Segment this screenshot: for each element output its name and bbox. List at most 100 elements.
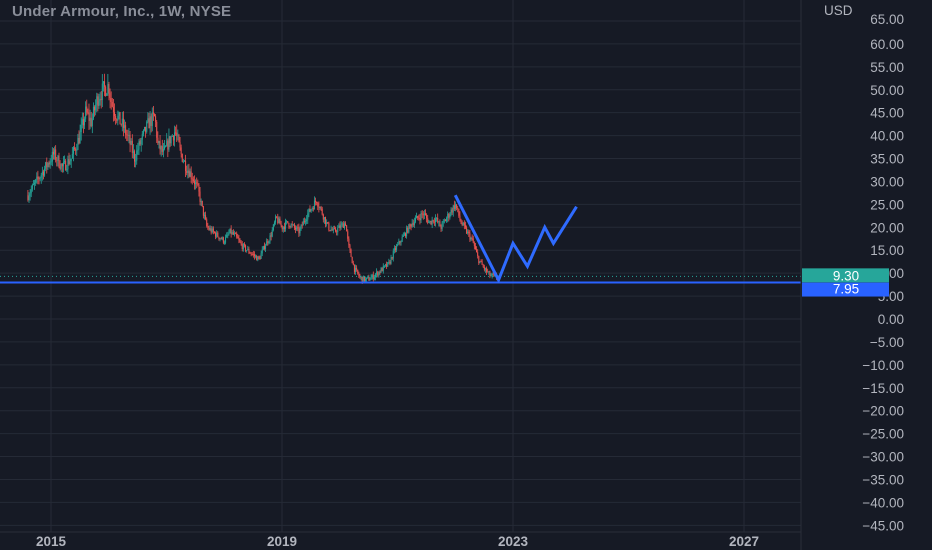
candle-body: [300, 224, 302, 229]
candle-body: [287, 221, 289, 223]
candle-body: [297, 227, 299, 229]
candle-body: [277, 217, 279, 223]
candlestick-series: [27, 73, 501, 284]
candle-body: [476, 249, 478, 253]
candle-body: [105, 86, 107, 96]
candle-body: [97, 96, 99, 106]
candle-body: [343, 223, 345, 229]
candle-body: [421, 213, 423, 215]
candle-body: [299, 228, 301, 234]
candle-body: [64, 160, 66, 163]
candle-body: [362, 276, 364, 282]
candle-body: [145, 126, 147, 132]
candle-body: [164, 146, 166, 149]
candle-body: [217, 232, 219, 237]
candle-body: [189, 171, 191, 177]
candle-body: [348, 238, 350, 246]
candle-body: [220, 238, 222, 240]
candle-body: [182, 161, 184, 163]
candle-body: [203, 215, 205, 216]
candle-body: [60, 164, 62, 169]
candle-body: [328, 223, 330, 231]
candle-body: [359, 276, 361, 278]
candle-body: [419, 218, 421, 221]
candle-body: [30, 189, 32, 194]
candle-body: [247, 248, 249, 251]
candle-body: [111, 101, 113, 107]
candle-body: [199, 191, 201, 202]
candle-body: [169, 136, 171, 144]
candle-body: [414, 218, 416, 222]
candle-body: [193, 180, 195, 185]
candle-body: [140, 139, 142, 145]
candle-body: [29, 193, 31, 197]
candle-body: [32, 184, 34, 186]
candle-body: [124, 125, 126, 128]
candle-body: [393, 248, 395, 251]
candle-body: [482, 264, 484, 267]
candle-body: [410, 224, 412, 227]
projection-path-drawing[interactable]: [453, 194, 578, 284]
candle-body: [45, 162, 47, 169]
candle-body: [349, 245, 351, 250]
y-tick-label: 30.00: [870, 174, 904, 189]
candle-body: [312, 207, 314, 210]
candle-body: [62, 162, 64, 167]
candle-body: [151, 112, 153, 126]
candle-body: [206, 219, 208, 226]
candle-body: [241, 244, 243, 250]
candle-body: [263, 246, 265, 249]
candle-body: [302, 220, 304, 226]
candle-body: [488, 271, 490, 273]
candle-body: [231, 232, 233, 235]
grid-lines: [0, 0, 801, 532]
candle-body: [128, 134, 130, 136]
candle-body: [59, 167, 61, 169]
candle-body: [330, 229, 332, 231]
candle-body: [450, 209, 452, 215]
candle-body: [88, 112, 90, 121]
candle-body: [121, 118, 123, 125]
candle-body: [440, 226, 442, 229]
candle-body: [192, 179, 194, 181]
candle-body: [98, 101, 100, 106]
candle-body: [320, 207, 322, 209]
candle-body: [367, 276, 369, 278]
candle-body: [104, 81, 106, 87]
candle-body: [262, 246, 264, 250]
candle-body: [437, 217, 439, 223]
candle-body: [327, 222, 329, 224]
candle-body: [115, 115, 117, 120]
candle-body: [92, 106, 94, 119]
candle-body: [238, 238, 240, 241]
candle-body: [38, 178, 40, 180]
candle-body: [347, 231, 349, 239]
candle-body: [249, 252, 251, 254]
candle-body: [453, 205, 455, 209]
candle-body: [481, 261, 483, 265]
candle-body: [230, 228, 232, 235]
candle-body: [86, 106, 88, 113]
candle-body: [387, 262, 389, 267]
candle-body: [146, 121, 148, 132]
candle-body: [207, 225, 209, 228]
candle-body: [232, 232, 234, 235]
candle-body: [179, 141, 181, 148]
candle-body: [266, 241, 268, 246]
candle-body: [31, 184, 33, 190]
candle-body: [172, 135, 174, 141]
candle-body: [493, 274, 495, 276]
candle-body: [129, 134, 131, 145]
candle-body: [223, 242, 225, 244]
time-axis[interactable]: 2015 2019 2023 2027: [36, 534, 759, 549]
candle-body: [229, 228, 231, 234]
candle-body: [150, 116, 152, 126]
candle-body: [483, 266, 485, 270]
candle-body: [309, 208, 311, 212]
candle-body: [222, 237, 224, 243]
candle-body: [108, 83, 110, 94]
candle-body: [61, 164, 63, 167]
candle-body: [365, 278, 367, 282]
candle-body: [250, 253, 252, 255]
